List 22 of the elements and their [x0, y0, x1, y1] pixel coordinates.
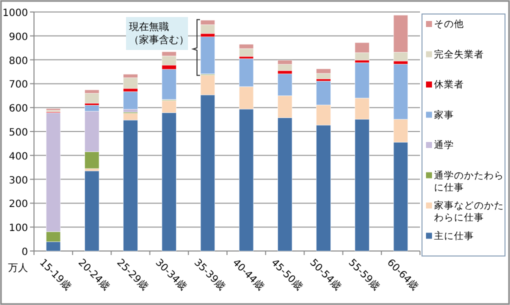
legend-label: 家事などのかたわらに仕事: [434, 200, 504, 224]
y-tick-label: 700: [8, 80, 28, 91]
y-tick-label: 300: [8, 175, 28, 186]
legend-label: 通学のかたわらに仕事: [434, 169, 504, 194]
y-axis-title: 万人: [8, 263, 28, 274]
y-tick-label: 600: [8, 104, 28, 115]
legend-label: 休業者: [434, 78, 464, 90]
y-tick-label: 800: [8, 56, 28, 67]
y-tick-label: 1000: [2, 8, 28, 19]
y-tick-label: 500: [8, 128, 28, 138]
y-tick-label: 900: [8, 32, 28, 43]
legend-label: 家事: [434, 108, 454, 121]
legend-label: 通学: [434, 139, 454, 151]
legend-label: その他: [434, 18, 464, 30]
legend-label: 主に仕事: [434, 230, 474, 242]
y-tick-label: 200: [8, 199, 28, 210]
annotation: 現在無職: [129, 21, 169, 33]
y-tick-label: 0: [22, 247, 28, 258]
legend-label: 完全失業者: [434, 48, 484, 60]
y-tick-label: 400: [8, 151, 28, 162]
y-tick-label: 100: [8, 223, 28, 234]
annotation: （家事含む）: [129, 34, 189, 46]
